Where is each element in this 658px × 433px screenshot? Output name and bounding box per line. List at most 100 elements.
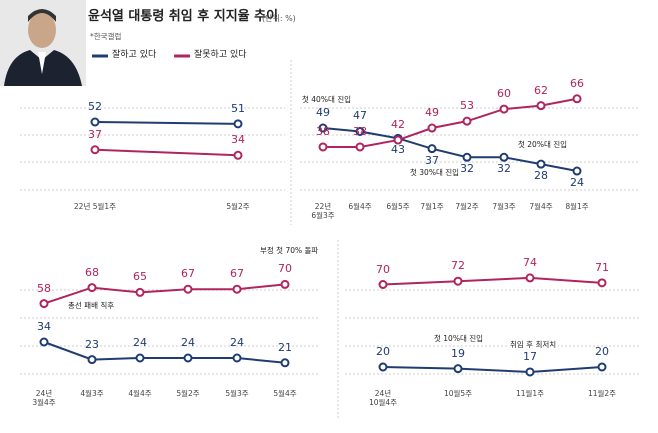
annotation: 총선 패배 직후 (66, 301, 117, 312)
x-tick-label: 24년 10월4주 (368, 389, 398, 407)
legend-label: 잘못하고 있다 (194, 50, 247, 60)
annotation: 취임 후 최저치 (508, 340, 559, 351)
point (378, 362, 388, 372)
value-label: 71 (595, 260, 609, 274)
value-label: 28 (534, 169, 548, 183)
value-label: 24 (181, 336, 195, 349)
value-label: 24 (133, 336, 147, 349)
value-label: 60 (497, 87, 511, 101)
value-label: 70 (376, 262, 390, 276)
x-tick-label: 11월1주 (515, 389, 545, 398)
series-line (382, 366, 603, 373)
series-line (94, 148, 239, 157)
value-label: 52 (88, 100, 102, 113)
x-tick-label: 8월1주 (565, 202, 589, 211)
x-tick-label: 22년 5월1주 (73, 202, 117, 211)
point (135, 287, 145, 297)
value-label: 24 (570, 176, 584, 190)
x-tick-label: 24년 3월4주 (32, 389, 56, 407)
point (427, 123, 437, 133)
value-label: 70 (278, 262, 292, 276)
value-label: 49 (425, 106, 439, 120)
value-label: 58 (37, 281, 51, 295)
x-tick-label: 6월5주 (386, 202, 410, 211)
point (90, 117, 100, 127)
value-label: 51 (231, 101, 245, 115)
point (536, 159, 546, 169)
point (525, 367, 535, 377)
series-line (43, 283, 286, 305)
point (453, 364, 463, 374)
title: 윤석열 대통령 취임 후 지지율 추이 (88, 9, 279, 24)
source: *한국갤럽 (90, 32, 122, 41)
x-tick-label: 7월4주 (529, 202, 553, 211)
series-line (94, 121, 239, 125)
point (355, 142, 365, 152)
point (318, 142, 328, 152)
annotation: 첫 30%대 진입 (408, 168, 462, 179)
value-label: 43 (391, 143, 405, 157)
legend-label: 잘하고 있다 (112, 50, 157, 60)
point (453, 276, 463, 286)
point (280, 358, 290, 368)
point (597, 278, 607, 288)
point (39, 337, 49, 347)
value-label: 38 (353, 124, 367, 138)
annotation: 부정 첫 70% 돌파 (258, 246, 321, 257)
x-tick-label: 5월4주 (273, 389, 297, 398)
value-label: 24 (230, 336, 244, 349)
point (525, 273, 535, 283)
point (135, 353, 145, 363)
x-tick-label: 4월3주 (80, 389, 104, 398)
x-tick-label: 10월5주 (443, 389, 473, 398)
value-label: 67 (181, 267, 195, 281)
point (462, 152, 472, 162)
value-label: 74 (523, 255, 537, 269)
point (318, 123, 328, 133)
point (232, 284, 242, 294)
point (87, 355, 97, 365)
point (280, 279, 290, 289)
x-tick-label: 7월1주 (420, 202, 444, 211)
point (39, 299, 49, 309)
point (536, 101, 546, 111)
point (499, 152, 509, 162)
x-tick-label: 5월2주 (176, 389, 200, 398)
point (572, 94, 582, 104)
value-label: 23 (85, 337, 99, 351)
point (427, 144, 437, 154)
point (499, 104, 509, 114)
value-label: 20 (376, 345, 390, 358)
point (232, 353, 242, 363)
value-label: 66 (570, 76, 584, 90)
series-line (43, 341, 286, 364)
value-label: 65 (133, 270, 147, 284)
point (572, 166, 582, 176)
portrait (0, 0, 86, 86)
x-tick-label: 5월2주 (226, 202, 250, 211)
x-tick-label: 7월3주 (492, 202, 516, 211)
point (183, 353, 193, 363)
point (462, 116, 472, 126)
point (183, 284, 193, 294)
series-line (322, 127, 578, 173)
x-tick-label: 22년 6월3주 (311, 202, 335, 220)
point (233, 150, 243, 160)
value-label: 32 (460, 162, 474, 176)
value-label: 47 (353, 109, 367, 123)
value-label: 34 (37, 320, 51, 333)
value-label: 19 (451, 346, 465, 360)
value-label: 17 (523, 349, 537, 363)
point (355, 126, 365, 136)
x-tick-label: 5월3주 (225, 389, 249, 398)
value-label: 68 (85, 265, 99, 279)
point (87, 283, 97, 293)
point (378, 280, 388, 289)
value-label: 42 (391, 118, 405, 132)
annotation: 첫 40%대 진입 (300, 95, 354, 106)
x-tick-label: 7월2주 (455, 202, 479, 211)
value-label: 37 (88, 127, 102, 141)
value-label: 34 (231, 133, 245, 147)
